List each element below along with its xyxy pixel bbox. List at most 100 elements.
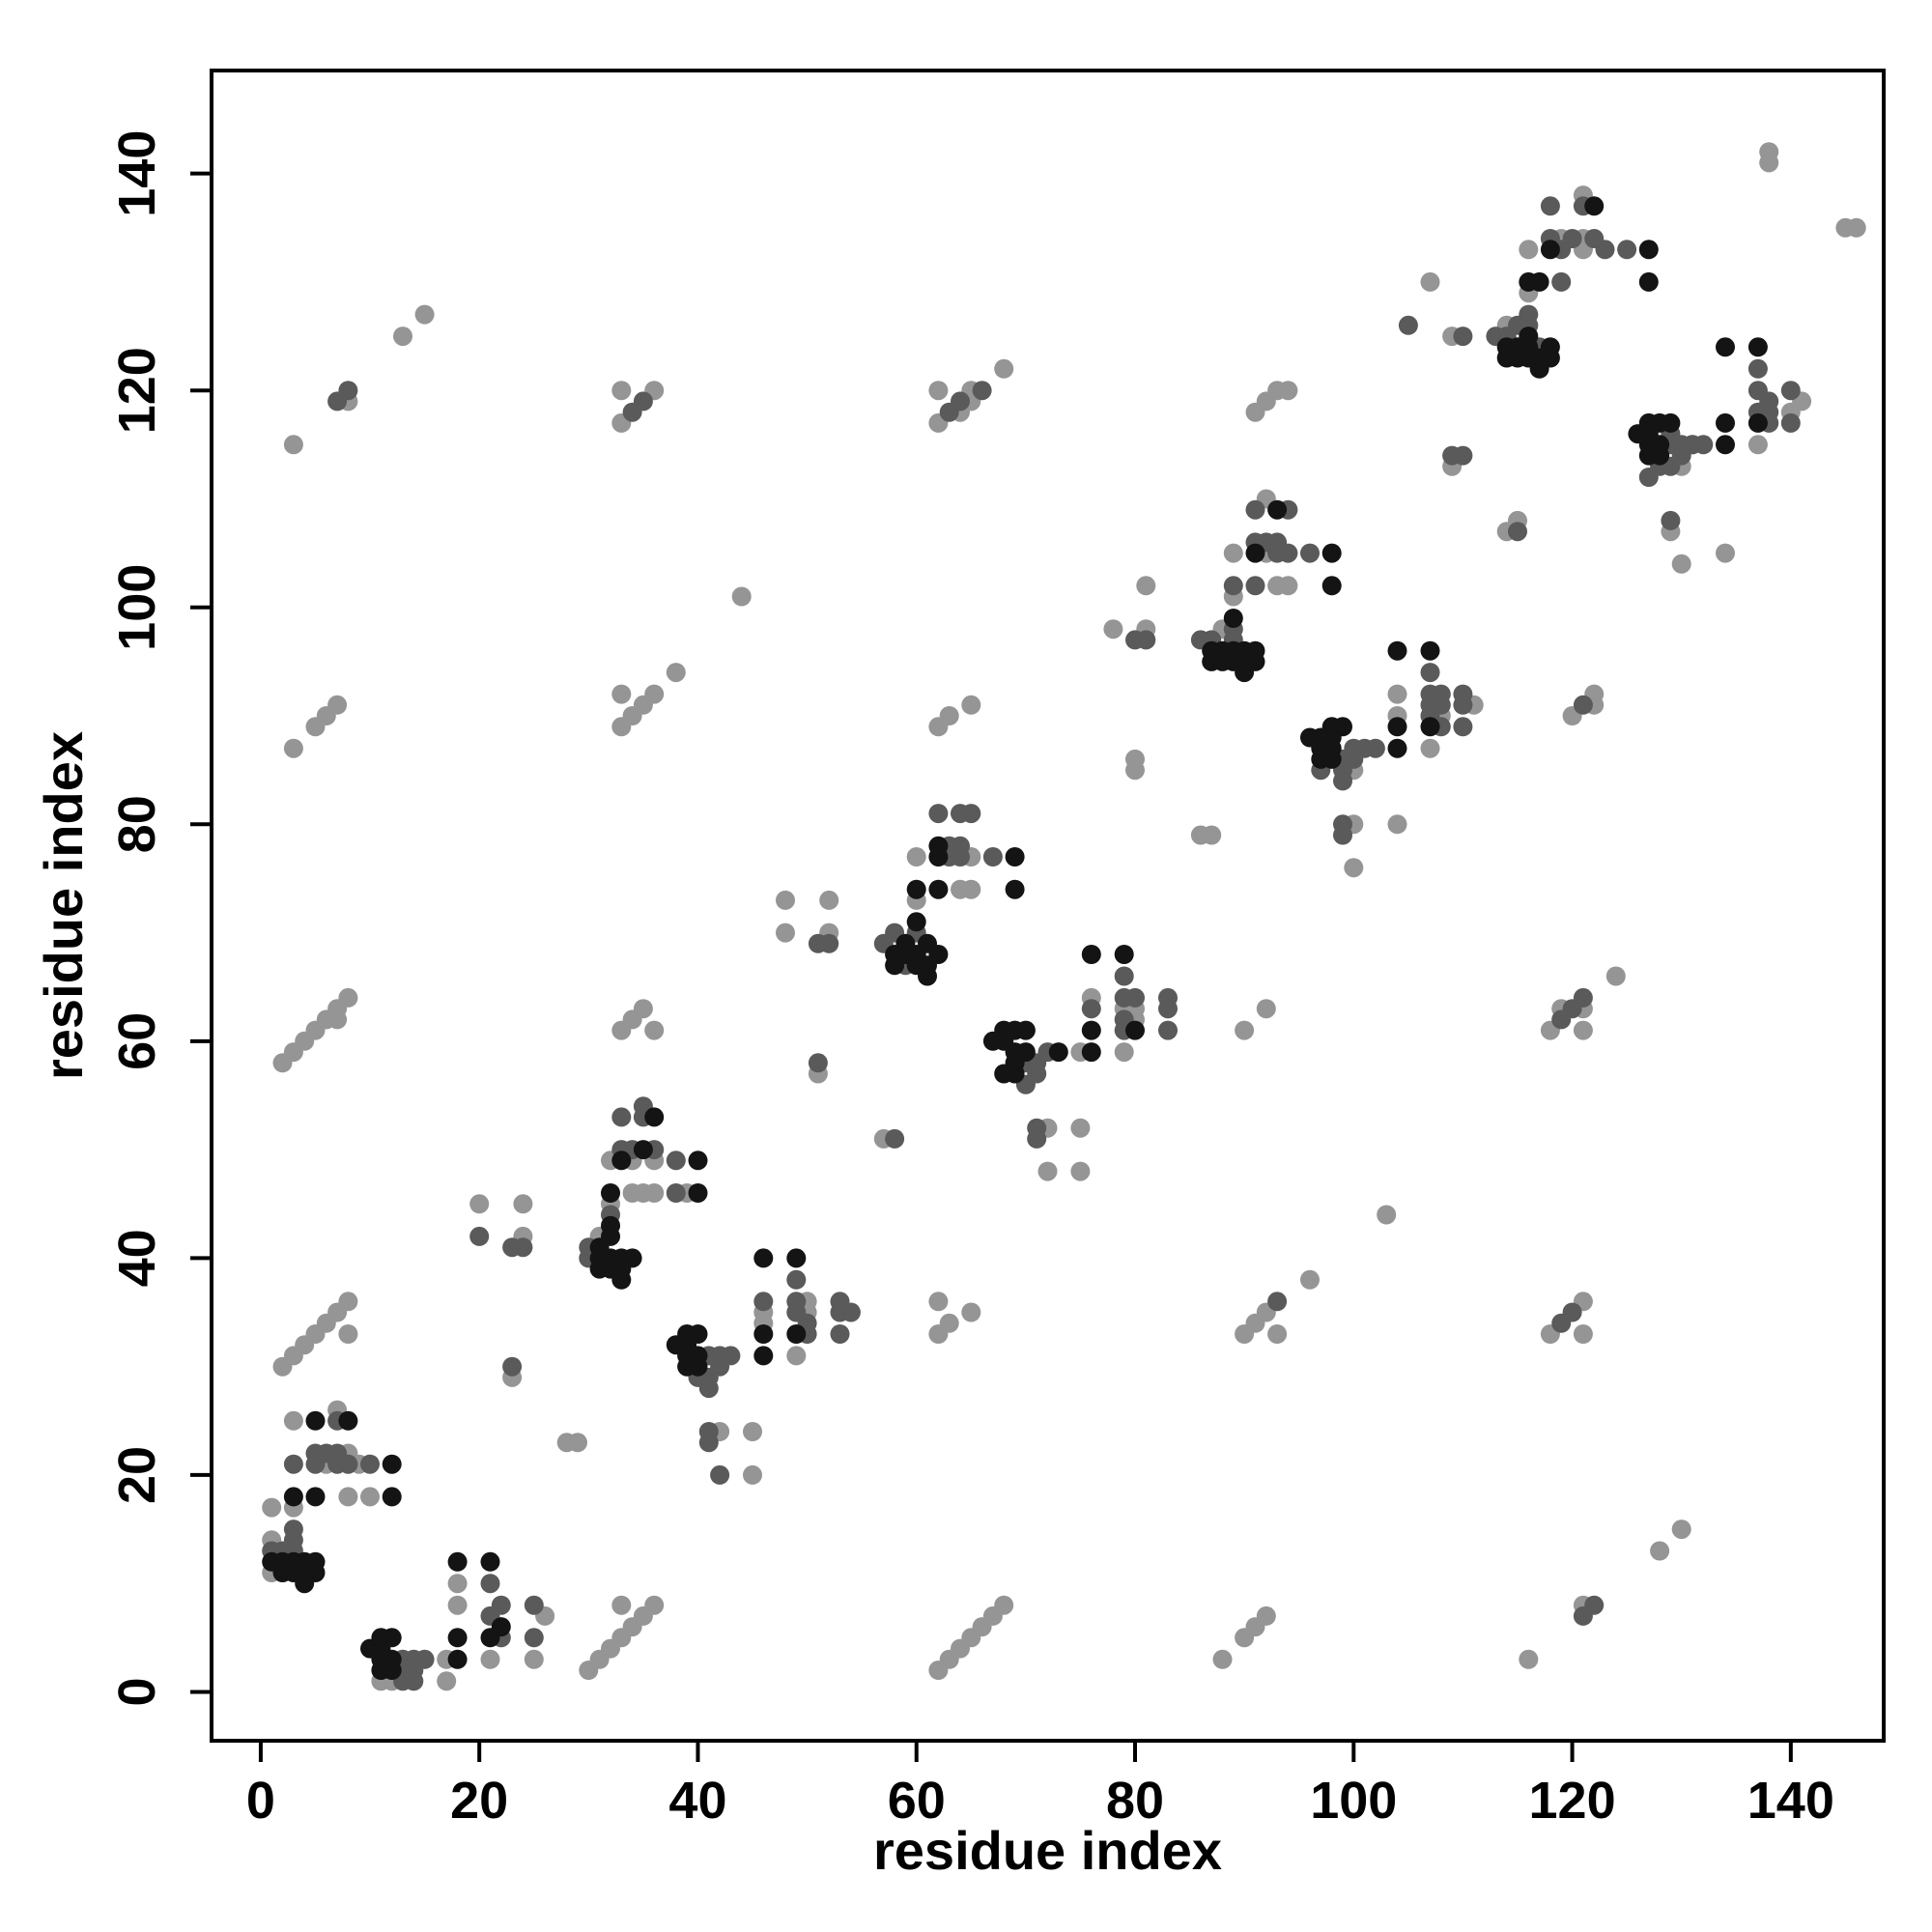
y-axis: 0 20 40 60 80 100 120 140 bbox=[108, 130, 212, 1707]
data-point bbox=[928, 804, 949, 824]
data-point bbox=[1759, 142, 1779, 162]
data-point bbox=[633, 1140, 653, 1160]
data-point bbox=[928, 836, 949, 856]
data-point bbox=[1420, 738, 1440, 758]
data-point bbox=[1278, 543, 1298, 563]
data-point bbox=[404, 1671, 424, 1691]
x-tick-label: 20 bbox=[450, 1772, 508, 1830]
data-point bbox=[1081, 1020, 1101, 1040]
data-point bbox=[1048, 1042, 1068, 1063]
y-tick-label: 100 bbox=[108, 564, 166, 651]
y-tick-label: 40 bbox=[108, 1229, 166, 1287]
data-point bbox=[1125, 1020, 1145, 1040]
data-point bbox=[1551, 271, 1572, 292]
data-point bbox=[906, 847, 926, 867]
data-point bbox=[633, 391, 653, 412]
data-point bbox=[305, 1551, 326, 1572]
data-point bbox=[1223, 576, 1243, 596]
data-point bbox=[1005, 847, 1025, 867]
data-point bbox=[1387, 738, 1407, 758]
data-point bbox=[1595, 240, 1615, 260]
data-point bbox=[951, 391, 970, 412]
data-point bbox=[1235, 1020, 1255, 1040]
data-point bbox=[906, 879, 926, 899]
data-point bbox=[819, 890, 839, 910]
data-point bbox=[786, 1269, 807, 1290]
data-point bbox=[414, 1649, 435, 1669]
data-point bbox=[1747, 358, 1768, 379]
data-point bbox=[698, 1378, 719, 1399]
y-tick-label: 80 bbox=[108, 795, 166, 853]
data-point bbox=[338, 1324, 358, 1344]
data-point bbox=[1638, 468, 1659, 487]
data-point bbox=[1267, 499, 1288, 520]
data-point bbox=[1780, 381, 1801, 401]
data-point bbox=[721, 1346, 741, 1366]
data-point bbox=[972, 381, 992, 401]
data-point bbox=[786, 1324, 807, 1344]
data-point bbox=[1716, 543, 1735, 563]
x-tick-label: 80 bbox=[1106, 1772, 1164, 1830]
data-point bbox=[753, 1292, 774, 1312]
data-point bbox=[1333, 771, 1352, 791]
data-point bbox=[1081, 999, 1101, 1019]
data-point bbox=[1081, 945, 1101, 964]
data-point bbox=[360, 1454, 380, 1474]
data-point bbox=[283, 1410, 303, 1431]
data-point bbox=[1114, 1042, 1134, 1063]
data-point bbox=[698, 1433, 719, 1453]
data-point bbox=[1562, 1302, 1582, 1322]
data-point bbox=[1202, 825, 1222, 845]
data-point bbox=[644, 1595, 665, 1615]
data-point bbox=[666, 1183, 686, 1203]
data-point bbox=[480, 1574, 500, 1594]
data-point bbox=[1650, 1541, 1670, 1561]
data-point bbox=[961, 695, 981, 715]
data-point bbox=[1387, 684, 1407, 704]
y-tick-label: 140 bbox=[108, 130, 166, 217]
data-point bbox=[382, 1661, 402, 1680]
data-point bbox=[633, 999, 653, 1019]
data-point bbox=[1387, 814, 1407, 835]
data-point bbox=[1605, 966, 1626, 986]
data-point bbox=[753, 1248, 774, 1268]
data-point bbox=[776, 923, 795, 943]
data-point bbox=[1223, 609, 1243, 628]
data-point bbox=[982, 847, 1003, 867]
data-point bbox=[928, 945, 949, 964]
data-point bbox=[644, 1020, 665, 1040]
data-point bbox=[524, 1628, 544, 1648]
data-point bbox=[1321, 749, 1342, 769]
data-point bbox=[437, 1671, 457, 1691]
data-point bbox=[327, 695, 348, 715]
data-point bbox=[1671, 554, 1691, 574]
data-point bbox=[338, 381, 358, 401]
data-point bbox=[283, 1454, 303, 1474]
data-point bbox=[1638, 412, 1659, 433]
data-point bbox=[1136, 630, 1156, 650]
data-point bbox=[928, 1292, 949, 1312]
data-point bbox=[568, 1433, 587, 1453]
data-point bbox=[295, 1574, 315, 1594]
data-point bbox=[338, 1292, 358, 1312]
data-point bbox=[1420, 663, 1440, 683]
data-point bbox=[283, 1487, 303, 1507]
x-tick-label: 140 bbox=[1747, 1772, 1834, 1830]
data-point bbox=[1321, 576, 1342, 596]
data-point bbox=[961, 879, 981, 899]
data-point bbox=[1136, 576, 1156, 596]
data-point bbox=[622, 1248, 642, 1268]
x-tick-label: 0 bbox=[246, 1772, 275, 1830]
data-point bbox=[1671, 1520, 1691, 1540]
y-tick-label: 0 bbox=[108, 1677, 166, 1706]
data-point bbox=[491, 1595, 511, 1615]
data-point bbox=[939, 1313, 959, 1333]
data-point bbox=[1747, 435, 1768, 455]
data-point bbox=[1420, 717, 1440, 737]
data-point bbox=[1245, 499, 1265, 520]
data-point bbox=[885, 1128, 905, 1149]
data-point bbox=[961, 804, 981, 824]
y-tick-label: 120 bbox=[108, 347, 166, 434]
data-point bbox=[1377, 1205, 1397, 1225]
